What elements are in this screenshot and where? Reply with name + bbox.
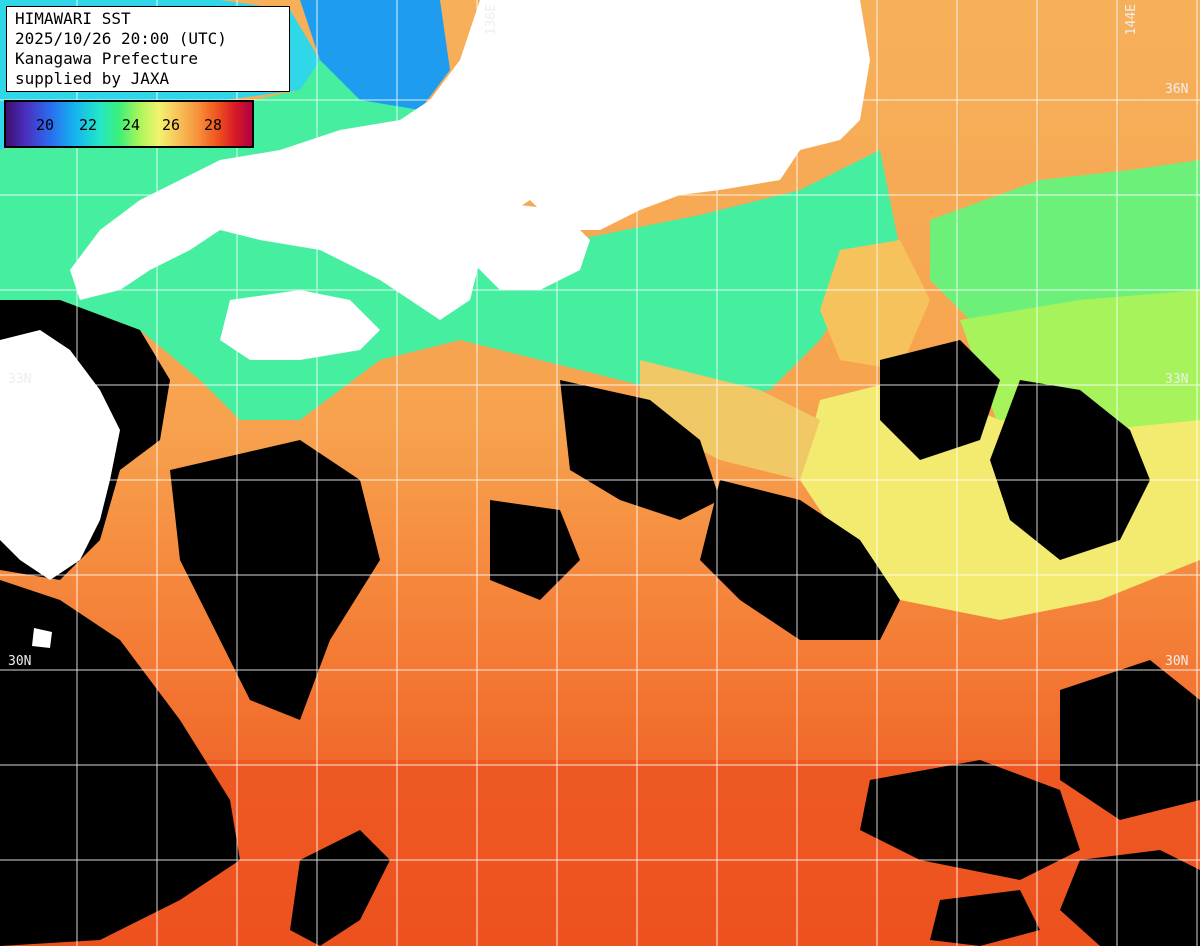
legend-tick-24: 24: [122, 116, 140, 134]
lon-label-144e: 144E: [1124, 4, 1139, 35]
legend-tick-28: 28: [204, 116, 222, 134]
lat-label-33n-left: 33N: [8, 372, 31, 387]
timestamp: 2025/10/26 20:00 (UTC): [15, 29, 281, 49]
legend-tick-26: 26: [162, 116, 180, 134]
lat-label-36n-right: 36N: [1165, 82, 1188, 97]
data-source: supplied by JAXA: [15, 69, 281, 89]
lat-label-30n-right: 30N: [1165, 654, 1188, 669]
info-box: HIMAWARI SST 2025/10/26 20:00 (UTC) Kana…: [6, 6, 290, 92]
lon-label-136e: 136E: [484, 4, 499, 35]
legend-tick-22: 22: [79, 116, 97, 134]
lat-label-30n-left: 30N: [8, 654, 31, 669]
temperature-legend: 20 22 24 26 28: [4, 100, 254, 148]
product-title: HIMAWARI SST: [15, 9, 281, 29]
lat-label-33n-right: 33N: [1165, 372, 1188, 387]
provider-prefecture: Kanagawa Prefecture: [15, 49, 281, 69]
legend-tick-20: 20: [36, 116, 54, 134]
